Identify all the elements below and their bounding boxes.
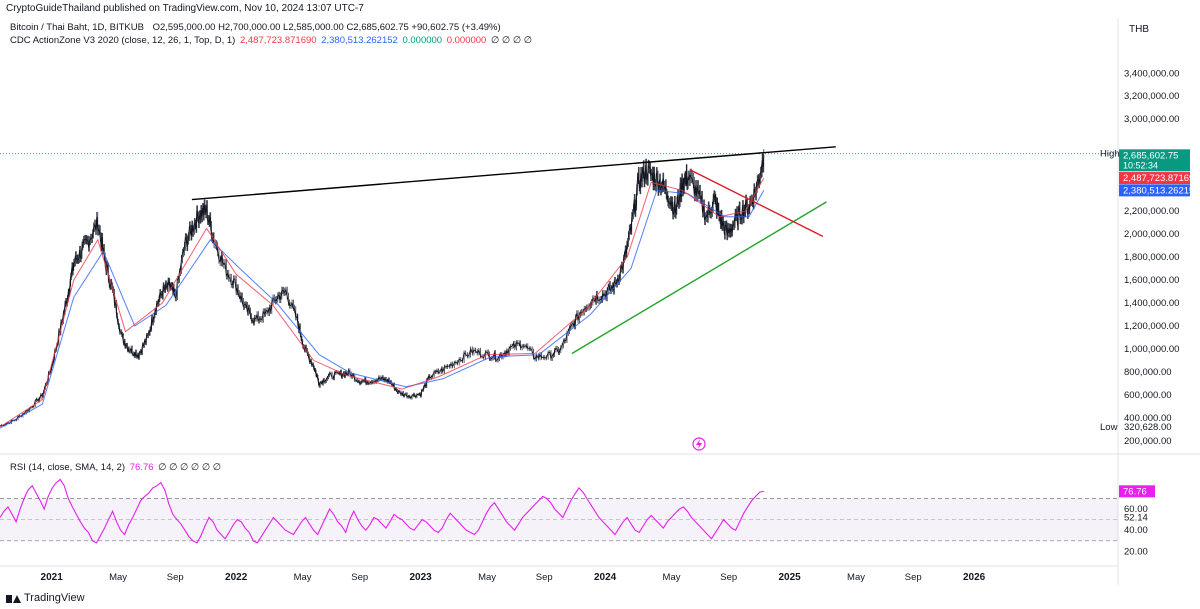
price-tick-label: 3,200,000.00 [1124, 91, 1179, 102]
price-label-value: 2,487,723.871690 [1123, 173, 1200, 184]
lightning-icon[interactable] [692, 437, 706, 451]
price-label-value: 2,380,513.262152 [1123, 185, 1200, 196]
indicator-empty-circles: ∅ ∅ ∅ ∅ [490, 35, 533, 46]
slow-ema-series [0, 189, 765, 429]
price-tick-label: 1,200,000.00 [1124, 321, 1179, 332]
price-tick-label: 1,400,000.00 [1124, 298, 1179, 309]
indicator-legend: CDC ActionZone V3 2020 (close, 12, 26, 1… [10, 35, 534, 46]
axes: 200,000.00 400,000.00 600,000.00 800,000.00… [41, 68, 1180, 583]
rsi-series [0, 478, 764, 544]
time-tick-label: May [663, 572, 681, 583]
falling-resistance-trendline [689, 169, 824, 237]
time-tick-label: May [294, 572, 312, 583]
price-tick-label: 400,000.00 [1124, 413, 1172, 424]
rsi-tick-label: 60.00 [1124, 504, 1148, 515]
price-series [0, 155, 765, 427]
time-tick-label: 2022 [225, 572, 248, 583]
tradingview-footer: TradingView [6, 592, 85, 604]
price-label-badge [1119, 172, 1190, 185]
upper-resistance-trendline [191, 146, 836, 201]
rsi-legend: RSI (14, close, SMA, 14, 2) 76.76 ∅ ∅ ∅ … [10, 462, 223, 473]
rsi-current-badge [1119, 485, 1155, 498]
price-tick-label: 3,000,000.00 [1124, 114, 1179, 125]
ohlc-values: O2,595,000.00 H2,700,000.00 L2,585,000.0… [152, 22, 501, 33]
time-tick-label: 2026 [963, 572, 986, 583]
price-tick-label: 2,000,000.00 [1124, 229, 1179, 240]
price-tick-label: 200,000.00 [1124, 436, 1172, 447]
indicator-value-3: 0.000000 [402, 35, 443, 46]
tradingview-brand: TradingView [24, 592, 85, 604]
price-tick-label: 3,400,000.00 [1124, 68, 1179, 79]
time-tick-label: 2024 [594, 572, 617, 583]
price-labels: High2,700,000.002,685,602.7510:52:342,48… [1100, 147, 1200, 498]
time-tick-label: 2021 [41, 572, 64, 583]
rsi-current-value: 76.76 [1123, 486, 1147, 497]
time-tick-label: Sep [167, 572, 184, 583]
price-tick-label: 600,000.00 [1124, 390, 1172, 401]
rsi-tick-label: 20.00 [1124, 546, 1148, 557]
rsi-tick-label: 52.14 [1124, 512, 1148, 523]
tradingview-logo-icon [6, 593, 21, 603]
price-label-badge [1119, 184, 1190, 197]
rising-support-trendline [571, 201, 827, 355]
time-tick-label: May [109, 572, 127, 583]
indicator-slow-value: 2,380,513.262152 [321, 35, 398, 46]
indicator-fast-value: 2,487,723.871690 [239, 35, 317, 46]
rsi-name: RSI (14, close, SMA, 14, 2) [10, 462, 126, 473]
price-label-badge [1119, 149, 1190, 172]
price-label-countdown: 10:52:34 [1123, 160, 1158, 170]
publication-caption: CryptoGuideThailand published on Trading… [6, 3, 364, 14]
rsi-band-fill [0, 498, 1118, 541]
rsi-empty-circles: ∅ ∅ ∅ ∅ ∅ ∅ [158, 462, 222, 473]
symbol-legend: Bitcoin / Thai Baht, 1D, BITKUB O2,595,0… [10, 22, 503, 33]
price-tick-label: 800,000.00 [1124, 367, 1172, 378]
time-tick-label: May [478, 572, 496, 583]
symbol-name: Bitcoin / Thai Baht, 1D, BITKUB [10, 22, 144, 33]
indicator-value-4: 0.000000 [446, 35, 487, 46]
indicator-name: CDC ActionZone V3 2020 (close, 12, 26, 1… [10, 35, 236, 46]
price-label-bg [1122, 420, 1180, 433]
rsi-tick-label: 40.00 [1124, 525, 1148, 536]
price-label-value: 320,628.00 [1124, 422, 1172, 433]
fast-ema-series [0, 177, 765, 428]
price-tick-label: 1,800,000.00 [1124, 252, 1179, 263]
currency-label: THB [1129, 24, 1149, 35]
rsi-pane [0, 478, 1118, 544]
price-pane [0, 146, 1118, 429]
time-tick-label: Sep [536, 572, 553, 583]
price-tick-label: 1,600,000.00 [1124, 275, 1179, 286]
price-tick-label: 1,000,000.00 [1124, 344, 1179, 355]
price-label-title: Low [1100, 422, 1118, 433]
price-label-title: High [1100, 149, 1120, 160]
time-tick-label: May [847, 572, 865, 583]
rsi-value: 76.76 [129, 462, 154, 473]
time-tick-label: 2025 [778, 572, 801, 583]
time-tick-label: 2023 [410, 572, 433, 583]
time-tick-label: Sep [720, 572, 737, 583]
price-tick-label: 2,200,000.00 [1124, 206, 1179, 217]
price-label-value: 2,685,602.75 [1123, 150, 1178, 161]
time-tick-label: Sep [905, 572, 922, 583]
time-tick-label: Sep [351, 572, 368, 583]
